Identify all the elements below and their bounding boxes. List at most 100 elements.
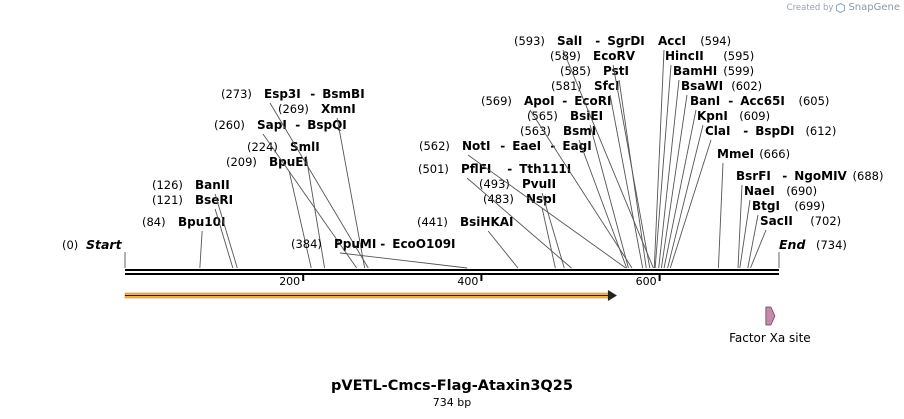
site-esp3i: (273) Esp3I - BsmBI bbox=[221, 87, 369, 269]
site-leader bbox=[669, 139, 712, 269]
axis-tick bbox=[480, 274, 483, 281]
separator: - bbox=[595, 34, 600, 48]
separator: - bbox=[380, 237, 385, 251]
site-position: (84) bbox=[142, 215, 166, 229]
site-position: (594) bbox=[700, 34, 731, 48]
separator: - bbox=[310, 87, 315, 101]
site-position: (441) bbox=[417, 215, 448, 229]
site-position: (260) bbox=[214, 118, 245, 132]
enzyme-name: Bpu10I bbox=[178, 215, 225, 229]
enzyme-name: EcoRV bbox=[593, 49, 636, 63]
site-position: (599) bbox=[723, 64, 754, 78]
enzyme-name: BseRI bbox=[195, 193, 233, 207]
site-leader bbox=[667, 124, 704, 269]
enzyme-name: EcoRI bbox=[574, 94, 611, 108]
enzyme-name: MmeI bbox=[717, 147, 754, 161]
site-acci: AccI (594) bbox=[653, 34, 731, 269]
site-position: (269) bbox=[278, 102, 309, 116]
site-bpu10i: (84) Bpu10I bbox=[142, 215, 225, 269]
site-clai: ClaI - BspDI (612) bbox=[669, 124, 836, 269]
enzyme-name: NaeI bbox=[744, 184, 775, 198]
site-leader bbox=[747, 214, 759, 269]
site-leader bbox=[305, 155, 326, 269]
site-leader bbox=[336, 117, 366, 269]
site-hincii: HincII (595) bbox=[654, 49, 754, 269]
enzyme-name: BpuEI bbox=[269, 155, 308, 169]
site-banii: (126) BanII bbox=[152, 178, 238, 269]
site-position: (609) bbox=[739, 109, 770, 123]
site-leader bbox=[199, 230, 203, 269]
site-bsihkai: (441) BsiHKAI bbox=[417, 215, 519, 269]
axis-tick bbox=[302, 274, 305, 281]
site-leader bbox=[467, 154, 627, 269]
site-leader bbox=[541, 192, 565, 269]
site-position: (121) bbox=[152, 193, 183, 207]
site-position: (384) bbox=[291, 237, 322, 251]
separator: - bbox=[500, 139, 505, 153]
site-position: (562) bbox=[419, 139, 450, 153]
enzyme-name: PpuMI bbox=[334, 237, 376, 251]
enzyme-name: BsmI bbox=[563, 124, 596, 138]
site-leader bbox=[262, 133, 358, 269]
site-position: (209) bbox=[226, 155, 257, 169]
site-kpni: KpnI (609) bbox=[667, 109, 770, 269]
site-leader bbox=[609, 94, 644, 269]
snapgene-credit: Created by SnapGene bbox=[787, 2, 900, 13]
enzyme-name: SacII bbox=[760, 214, 793, 228]
enzyme-name: ClaI bbox=[705, 124, 730, 138]
site-position: (126) bbox=[152, 178, 183, 192]
start-position: (0) bbox=[62, 238, 78, 252]
axis-tick-label: 600 bbox=[636, 275, 657, 288]
site-apoi: (569) ApoI - EcoRI bbox=[481, 94, 633, 269]
start-label: Start bbox=[86, 237, 123, 252]
site-leader bbox=[214, 208, 234, 269]
site-leader bbox=[612, 64, 651, 269]
enzyme-name: PvuII bbox=[522, 177, 556, 191]
enzyme-name: SfcI bbox=[594, 79, 619, 93]
enzyme-name: XmnI bbox=[321, 102, 356, 116]
enzyme-name: Acc65I bbox=[740, 94, 785, 108]
site-position: (702) bbox=[810, 214, 841, 228]
enzyme-name: Esp3I bbox=[264, 87, 301, 101]
separator: - bbox=[728, 94, 733, 108]
site-btgi: BtgI (699) bbox=[747, 199, 825, 269]
separator: - bbox=[295, 118, 300, 132]
site-position: (493) bbox=[479, 177, 510, 191]
separator: - bbox=[562, 94, 567, 108]
site-leader bbox=[589, 124, 629, 269]
site-leader bbox=[339, 252, 468, 269]
site-xmni: (269) XmnI bbox=[278, 102, 366, 269]
credit-prefix: Created by bbox=[786, 2, 834, 13]
factor-xa-label: Factor Xa site bbox=[729, 331, 811, 345]
map-length: 734 bp bbox=[432, 396, 472, 409]
enzyme-name: PflFI bbox=[461, 162, 491, 176]
axis-tick bbox=[658, 274, 661, 281]
enzyme-name: SmlI bbox=[290, 140, 320, 154]
plasmid-linear-map: (84) Bpu10I (121) BseRI (126) BanII (209) BpuEI… bbox=[62, 34, 883, 345]
enzyme-name: BsiEI bbox=[570, 109, 603, 123]
site-leader bbox=[541, 207, 556, 269]
site-leader bbox=[658, 79, 680, 269]
enzyme-name: BspDI bbox=[755, 124, 794, 138]
enzyme-name: BsrFI bbox=[736, 169, 771, 183]
enzyme-name: AccI bbox=[658, 34, 686, 48]
site-leader bbox=[717, 162, 724, 269]
site-bamhi: BamHI (599) bbox=[658, 64, 754, 269]
enzyme-name: KpnI bbox=[697, 109, 728, 123]
site-leader bbox=[737, 184, 743, 269]
site-noti: (562)NotI-EaeI-EagI bbox=[419, 139, 627, 269]
site-ppumi: (384) PpuMI - EcoO109I bbox=[291, 237, 468, 269]
site-leader bbox=[269, 102, 369, 269]
separator: - bbox=[507, 162, 512, 176]
site-leader bbox=[739, 199, 751, 269]
site-leader bbox=[487, 230, 519, 269]
site-bsawi: BsaWI (602) bbox=[660, 79, 762, 269]
site-ecorv: (589)EcoRV bbox=[550, 49, 651, 269]
site-leader bbox=[288, 170, 312, 269]
site-naei: NaeI (690) bbox=[739, 184, 817, 269]
dna-strand-bottom bbox=[125, 273, 779, 275]
site-position: (565) bbox=[527, 109, 558, 123]
site-bpuei: (209) BpuEI bbox=[226, 155, 312, 269]
enzyme-name: SapI bbox=[257, 118, 287, 132]
site-leader bbox=[529, 109, 633, 269]
